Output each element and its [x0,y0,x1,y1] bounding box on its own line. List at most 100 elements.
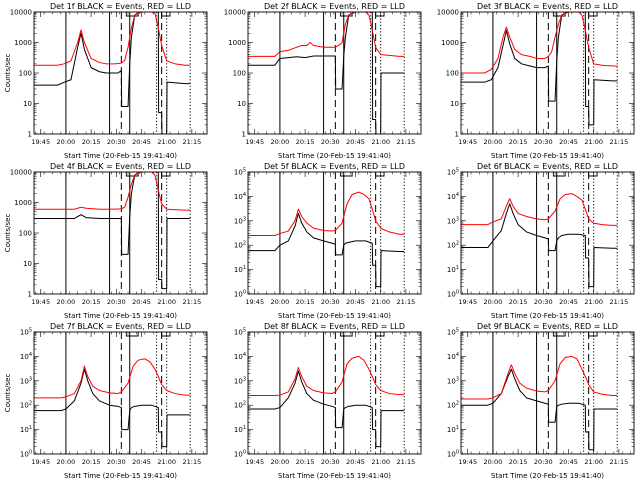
x-tick-label: 19:45 [458,298,477,306]
x-tick-label: 20:00 [57,458,76,466]
y-tick-label: 100 [446,70,459,78]
y-tick-label: 104 [234,192,246,201]
x-tick-label: 21:15 [183,458,202,466]
detector-panel-3: Det 3f BLACK = Events, RED = LLD Start Ti… [437,2,635,160]
detector-panel-4: Det 4f BLACK = Events, RED = LLD Counts/s… [4,162,208,320]
y-tick-label: 103 [20,376,32,385]
lld-series-line [248,191,405,236]
events-series-line [248,370,405,448]
top-interval-marker [375,12,385,17]
y-tick-label: 102 [447,241,459,250]
y-tick-label: 102 [234,241,246,250]
plot-frame [33,331,208,455]
top-interval-marker [161,12,171,17]
top-interval-marker [552,332,566,337]
x-tick-label: 20:45 [132,298,151,306]
y-tick-label: 103 [447,216,459,225]
x-axis-label: Start Time (20-Feb-15 19:41:40) [278,312,391,320]
top-interval-marker [339,332,353,337]
top-interval-marker [588,332,598,337]
lld-series-line [34,358,191,399]
y-tick-label: 100 [234,450,246,459]
x-tick-label: 21:00 [584,458,603,466]
x-tick-label: 20:15 [82,458,101,466]
y-tick-label: 1000 [14,199,32,207]
x-tick-label: 19:45 [458,458,477,466]
x-tick-label: 19:45 [458,138,477,146]
y-axis-label: Counts/sec [4,374,12,413]
y-tick-label: 10000 [437,9,459,17]
x-tick-label: 20:45 [346,298,365,306]
x-tick-label: 19:45 [31,138,50,146]
detector-panel-1: Det 1f BLACK = Events, RED = LLD Counts/s… [4,2,208,160]
y-tick-label: 100 [233,70,246,78]
y-tick-label: 101 [20,425,32,434]
x-tick-label: 21:15 [397,298,416,306]
top-interval-marker [588,172,598,177]
x-tick-label: 20:00 [271,458,290,466]
y-tick-label: 100 [234,290,246,299]
y-tick-label: 101 [234,425,246,434]
x-tick-label: 19:45 [31,458,50,466]
x-tick-label: 20:15 [509,458,528,466]
events-series-line [461,203,618,288]
panel-title: Det 9f BLACK = Events, RED = LLD [477,322,618,331]
y-tick-label: 103 [234,376,246,385]
x-tick-label: 19:45 [31,298,50,306]
y-tick-label: 104 [447,192,459,201]
x-tick-label: 20:45 [132,138,151,146]
lld-series-line [461,193,618,226]
x-axis-label: Start Time (20-Feb-15 19:41:40) [491,472,604,480]
x-tick-label: 20:45 [346,458,365,466]
y-tick-label: 1 [28,131,32,139]
x-tick-label: 21:00 [157,298,176,306]
x-tick-label: 20:30 [107,458,126,466]
y-tick-label: 10 [23,100,32,108]
panel-title: Det 1f BLACK = Events, RED = LLD [50,2,191,11]
y-tick-label: 10 [450,100,459,108]
y-tick-label: 102 [447,401,459,410]
lld-series-line [461,12,618,74]
y-tick-label: 101 [447,265,459,274]
top-interval-marker [588,12,598,17]
plot-frame [247,171,422,295]
x-tick-label: 20:30 [107,138,126,146]
x-axis-label: Start Time (20-Feb-15 19:41:40) [64,472,177,480]
panel-title: Det 6f BLACK = Events, RED = LLD [477,162,618,171]
plot-frame [33,171,208,295]
x-tick-label: 21:15 [610,458,629,466]
y-axis-label: Counts/sec [4,214,12,253]
x-tick-label: 20:45 [559,458,578,466]
x-tick-label: 20:45 [559,138,578,146]
y-tick-label: 10000 [10,169,32,177]
x-tick-label: 20:15 [82,138,101,146]
x-tick-label: 20:30 [321,138,340,146]
panel-title: Det 3f BLACK = Events, RED = LLD [477,2,618,11]
panel-title: Det 2f BLACK = Events, RED = LLD [264,2,405,11]
x-tick-label: 20:00 [57,138,76,146]
top-interval-marker [161,172,171,177]
x-tick-label: 20:30 [534,458,553,466]
lld-series-line [34,12,191,66]
x-tick-label: 21:00 [157,138,176,146]
y-tick-label: 1 [28,291,32,299]
x-tick-label: 21:00 [371,458,390,466]
y-tick-label: 103 [234,216,246,225]
x-tick-label: 20:00 [271,298,290,306]
detector-panel-9: Det 9f BLACK = Events, RED = LLD Start Ti… [447,322,635,480]
y-tick-label: 1000 [14,39,32,47]
y-tick-label: 105 [447,328,459,337]
y-tick-label: 105 [234,328,246,337]
y-tick-label: 105 [447,168,459,177]
y-tick-label: 102 [234,401,246,410]
y-tick-label: 10 [23,260,32,268]
events-series-line [34,368,191,448]
x-tick-label: 21:15 [183,138,202,146]
y-tick-label: 104 [447,352,459,361]
top-interval-marker [339,172,353,177]
y-tick-label: 1 [455,131,459,139]
top-interval-marker [375,332,385,337]
top-interval-marker [161,332,171,337]
x-axis-label: Start Time (20-Feb-15 19:41:40) [64,312,177,320]
top-interval-marker [552,172,566,177]
